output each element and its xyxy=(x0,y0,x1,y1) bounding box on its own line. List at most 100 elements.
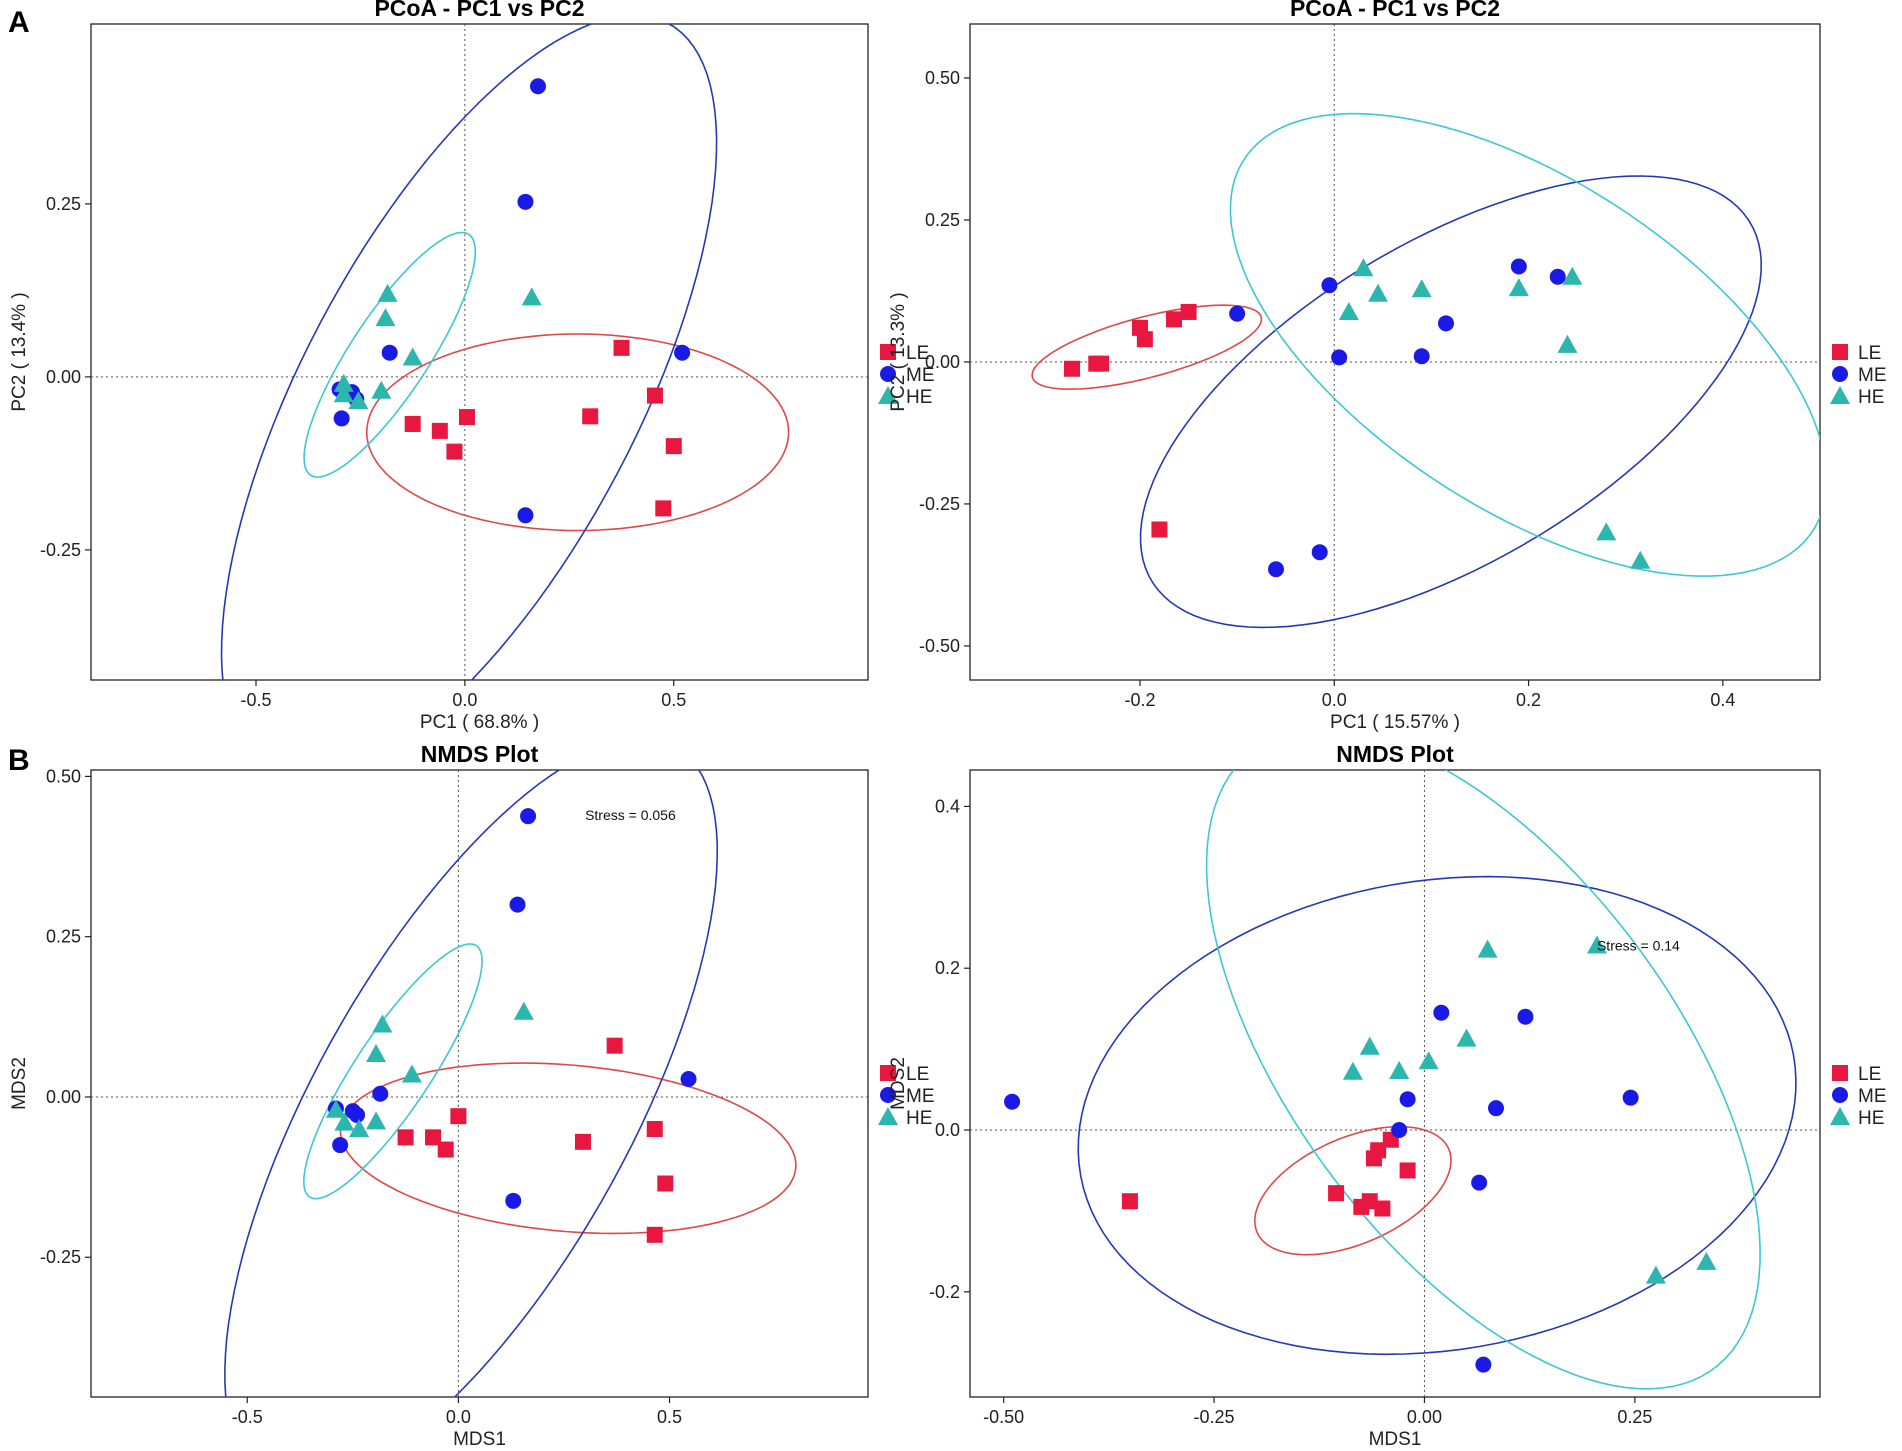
point-le xyxy=(1166,311,1182,328)
ellipse-le xyxy=(1253,1125,1452,1256)
point-he xyxy=(1342,1061,1363,1080)
point-he xyxy=(1630,550,1651,569)
point-me xyxy=(674,344,691,361)
point-he xyxy=(333,384,354,403)
point-le xyxy=(655,500,672,517)
legend-label-me: ME xyxy=(906,365,935,386)
point-le xyxy=(665,438,682,455)
ellipse-le xyxy=(339,1062,797,1235)
point-le xyxy=(397,1129,414,1146)
legend-label-le: LE xyxy=(906,343,929,364)
x-tick-label: 0.0 xyxy=(452,690,477,710)
legend-circle-icon xyxy=(1832,1087,1848,1103)
point-le xyxy=(646,1226,663,1243)
ellipse-he xyxy=(303,231,477,478)
x-axis-label: MDS1 xyxy=(453,1429,506,1450)
point-le xyxy=(1370,1142,1387,1159)
panel-letter-a: A xyxy=(8,6,30,39)
point-me xyxy=(1438,315,1454,332)
point-le xyxy=(1121,1193,1138,1210)
nmds-right-chart: NMDS Plot -0.50 -0.25 0.00 0.25 -0.2 0.0 0.2 0.4… xyxy=(888,741,1887,1450)
point-me xyxy=(509,896,526,913)
ellipse-he xyxy=(1205,770,1761,1390)
point-he xyxy=(1596,522,1617,541)
point-le xyxy=(1151,521,1168,538)
legend-label-he: HE xyxy=(906,1108,932,1129)
legend-triangle-icon xyxy=(1830,386,1850,404)
legend-square-icon xyxy=(880,344,896,360)
x-tick-label: -0.50 xyxy=(983,1407,1024,1427)
x-tick-label: 0.2 xyxy=(1516,690,1541,710)
legend-square-icon xyxy=(1832,1065,1848,1081)
point-me xyxy=(520,808,537,825)
point-le xyxy=(404,415,421,432)
y-tick-label: 0.0 xyxy=(935,1120,960,1140)
point-le xyxy=(582,408,599,425)
point-le xyxy=(431,422,448,439)
point-he xyxy=(348,391,369,410)
legend-label-he: HE xyxy=(906,387,932,408)
point-le xyxy=(646,387,663,404)
point-me xyxy=(1311,544,1328,561)
point-me xyxy=(349,1106,366,1123)
point-he xyxy=(1562,266,1583,285)
y-axis-label: MDS2 xyxy=(9,1057,30,1110)
legend-label-he: HE xyxy=(1858,1108,1884,1129)
point-he xyxy=(1557,334,1578,353)
point-he xyxy=(1389,1060,1410,1079)
x-tick-label: 0.5 xyxy=(657,1407,682,1427)
point-me xyxy=(680,1071,697,1088)
ellipse-layer xyxy=(224,770,797,1397)
legend-circle-icon xyxy=(1832,366,1848,382)
point-me xyxy=(1510,258,1527,275)
point-he xyxy=(372,1014,393,1033)
point-le xyxy=(1328,1185,1345,1202)
y-tick-label: -0.25 xyxy=(40,1247,81,1267)
chart-title: NMDS Plot xyxy=(421,741,539,767)
ellipse-layer xyxy=(220,24,790,680)
point-he xyxy=(1418,1051,1439,1070)
point-he xyxy=(1338,301,1359,320)
point-he xyxy=(1696,1251,1717,1270)
point-me xyxy=(1549,268,1566,285)
point-le xyxy=(1361,1193,1378,1210)
x-tick-label: -0.2 xyxy=(1124,690,1155,710)
pcoa-right-chart: PCoA - PC1 vs PC2 -0.2 0.0 0.2 0.4 -0.50 -0.25… xyxy=(888,0,1887,733)
point-le xyxy=(446,443,463,460)
point-he xyxy=(401,1064,422,1083)
point-me xyxy=(1487,1100,1504,1117)
point-he xyxy=(375,308,396,327)
y-tick-label: -0.2 xyxy=(929,1282,960,1302)
x-tick-label: -0.5 xyxy=(240,690,271,710)
nmds-left-chart: NMDS Plot -0.5 0.0 0.5 -0.25 0.00 0.25 0.50 MDS1… xyxy=(9,741,935,1450)
point-he xyxy=(513,1001,534,1020)
y-tick-label: 0.50 xyxy=(925,68,960,88)
legend-circle-icon xyxy=(880,366,896,382)
point-le xyxy=(646,1121,663,1138)
point-le xyxy=(1180,303,1197,320)
x-tick-label: 0.00 xyxy=(1407,1407,1442,1427)
point-me xyxy=(1413,348,1430,365)
legend-circle-icon xyxy=(880,1087,896,1103)
y-tick-label: -0.25 xyxy=(40,540,81,560)
point-he xyxy=(402,347,423,366)
x-tick-label: 0.25 xyxy=(1617,1407,1652,1427)
ellipse-me xyxy=(224,770,718,1397)
point-he xyxy=(1645,1265,1666,1284)
point-he xyxy=(371,380,392,399)
point-me xyxy=(1517,1008,1534,1025)
point-me xyxy=(381,344,398,361)
x-axis-label: MDS1 xyxy=(1369,1429,1422,1450)
point-he xyxy=(1477,939,1498,958)
point-he xyxy=(325,1099,346,1118)
point-he xyxy=(1368,283,1388,302)
point-le xyxy=(574,1133,591,1150)
legend-label-le: LE xyxy=(1858,343,1881,364)
legend-label-me: ME xyxy=(1858,365,1887,386)
y-tick-label: 0.00 xyxy=(925,352,960,372)
legend-square-icon xyxy=(1832,344,1848,360)
point-he xyxy=(334,1112,355,1131)
